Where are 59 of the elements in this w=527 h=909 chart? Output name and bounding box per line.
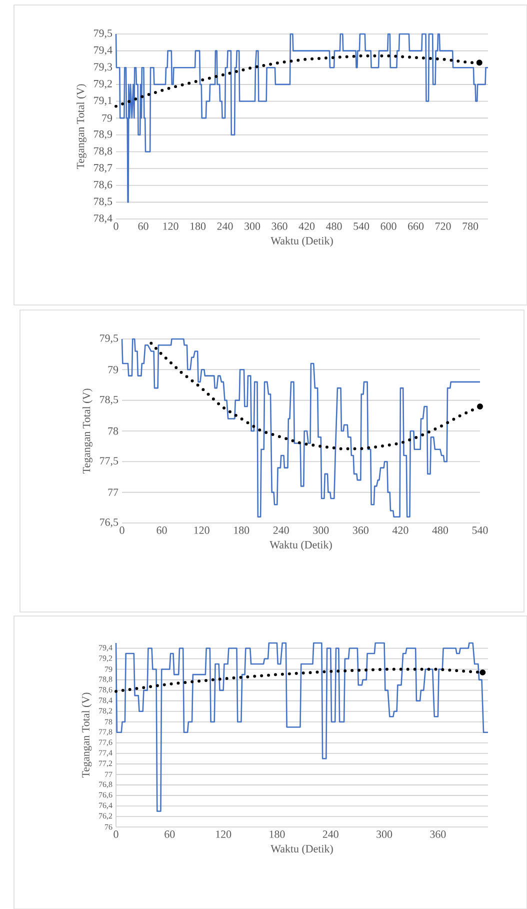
y-axis-title: Tegangan Total (V): [76, 84, 86, 170]
y-tick-label: 78,6: [94, 180, 112, 190]
x-tick-label: 60: [164, 830, 175, 838]
y-tick-label: 78,9: [94, 130, 112, 140]
x-tick-label: 60: [138, 222, 148, 230]
x-tick-label: 420: [298, 222, 315, 230]
x-tick-label: 300: [244, 222, 260, 230]
x-tick-label: 540: [354, 222, 370, 230]
x-tick-label: 480: [326, 222, 342, 230]
y-tick-label: 79,2: [94, 80, 112, 89]
x-tick-label: 240: [322, 830, 338, 838]
y-axis-title: Tegangan Total (V): [82, 388, 92, 474]
x-tick-label: 300: [313, 526, 329, 534]
y-tick-label: 79: [102, 114, 112, 122]
y-tick-label: 79,5: [94, 30, 112, 38]
y-tick-label: 78,4: [94, 214, 112, 224]
x-tick-label: 0: [114, 222, 118, 230]
y-tick-label: 78,5: [94, 198, 112, 207]
y-tick-label: 79,5: [100, 334, 118, 344]
x-tick-label: 480: [432, 526, 448, 534]
y-tick-label: 76,5: [100, 518, 118, 528]
x-tick-label: 360: [272, 222, 288, 230]
y-tick-label: 78: [108, 427, 118, 435]
y-tick-label: 77,5: [100, 457, 118, 466]
x-tick-label: 420: [392, 526, 408, 534]
y-axis-title: Tegangan Total (V): [82, 692, 92, 778]
y-tick-label: 78,5: [100, 396, 118, 405]
y-tick-label: 79,3: [94, 63, 112, 72]
line-series: [115, 33, 489, 203]
y-tick-label: 78,7: [94, 164, 112, 174]
line-series: [121, 338, 481, 518]
y-tick-label: 79,1: [94, 96, 112, 106]
x-tick-label: 360: [430, 830, 446, 838]
x-tick-label: 180: [190, 222, 206, 230]
x-tick-label: 120: [194, 526, 210, 534]
x-tick-label: 180: [270, 830, 285, 838]
x-tick-label: 240: [217, 222, 233, 230]
x-tick-label: 120: [216, 830, 232, 838]
x-tick-label: 300: [376, 830, 392, 838]
x-tick-label: 360: [352, 526, 368, 534]
x-tick-label: 60: [156, 526, 167, 534]
y-tick-label: 77: [108, 488, 118, 496]
line-series: [115, 642, 489, 812]
x-tick-label: 180: [234, 526, 250, 534]
x-axis-title: Waktu (Detik): [270, 540, 332, 551]
x-tick-label: 600: [380, 222, 396, 230]
x-tick-label: 0: [114, 830, 118, 838]
x-tick-label: 660: [408, 222, 424, 230]
x-tick-label: 780: [462, 222, 478, 230]
x-tick-label: 0: [120, 526, 124, 534]
y-tick-label: 78,8: [94, 147, 112, 156]
y-tick-label: 79,4: [94, 46, 112, 56]
y-tick-label: 79: [108, 366, 118, 374]
x-tick-label: 540: [472, 526, 488, 534]
x-tick-label: 120: [163, 222, 178, 230]
x-axis-title: Waktu (Detik): [270, 844, 333, 855]
x-axis-title: Waktu (Detik): [270, 236, 333, 247]
x-tick-label: 240: [273, 526, 289, 534]
x-tick-label: 720: [436, 222, 451, 230]
